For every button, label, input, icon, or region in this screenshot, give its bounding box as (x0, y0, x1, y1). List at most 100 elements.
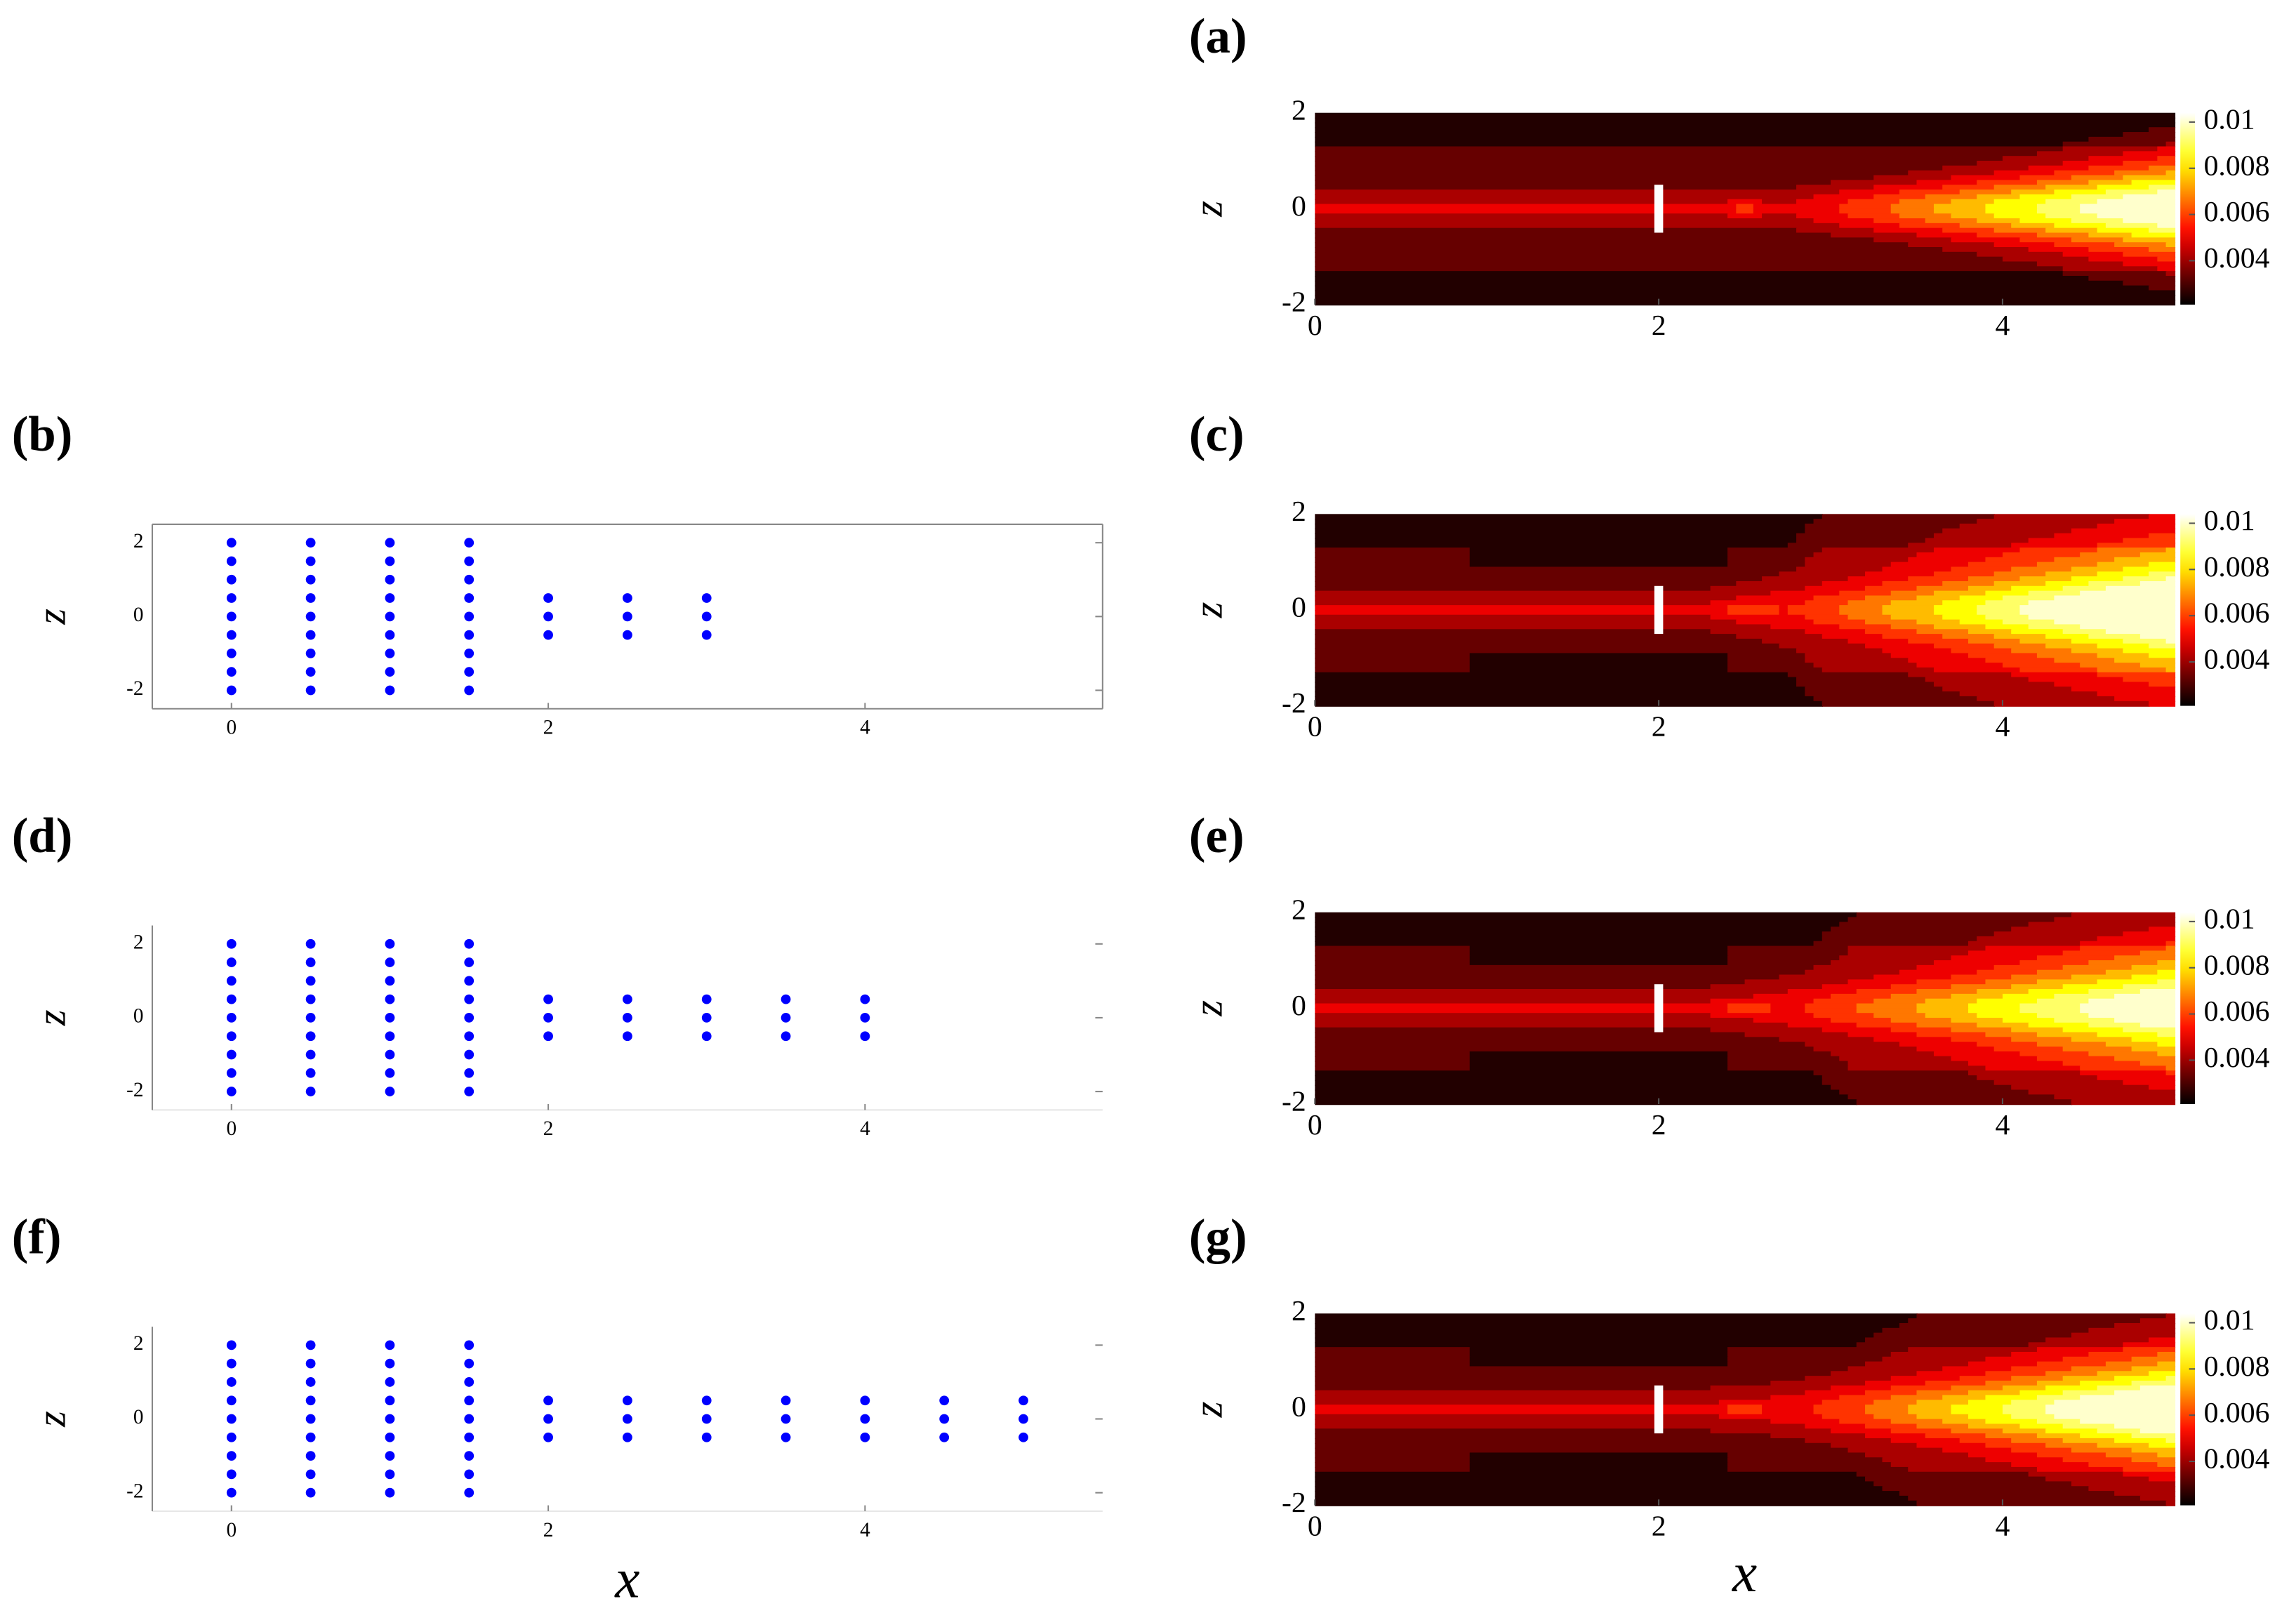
contour-fill (1787, 672, 1909, 678)
contour-fill (2011, 1376, 2064, 1382)
contour-fill (1839, 605, 1883, 611)
contour-fill (1315, 180, 1832, 186)
contour-fill (1796, 185, 1875, 191)
contour-fill (1899, 1491, 2116, 1497)
contour-fill (1796, 538, 1926, 544)
point (385, 685, 395, 696)
contour-fill (1315, 261, 2038, 267)
contour-fill (1821, 701, 1995, 707)
contour-fill (1315, 1462, 1471, 1468)
contour-fill (1315, 1433, 1772, 1440)
contour-fill (2080, 1008, 2176, 1014)
contour-fill (2131, 1380, 2176, 1387)
point (939, 1395, 950, 1406)
contour-fill (2045, 199, 2098, 205)
contour-fill (1873, 218, 1926, 225)
contour-fill (1315, 256, 2004, 263)
contour-fill (1985, 1356, 2064, 1362)
contour-fill (1315, 1361, 1471, 1367)
point (623, 994, 632, 1004)
contour-fill (1865, 595, 1918, 602)
contour-fill (1942, 686, 2073, 693)
contour-fill (1805, 686, 1944, 693)
contour-fill (2139, 950, 2176, 957)
contour-fill (2149, 701, 2176, 707)
contour-fill (1908, 557, 1986, 563)
contour-fill (1315, 1438, 1806, 1445)
contour-fill (1315, 682, 1798, 688)
contour-fill (1890, 1395, 1944, 1401)
contour-fill (1315, 1481, 1875, 1487)
contour-fill (1967, 1400, 2012, 1406)
point (385, 976, 395, 986)
contour-fill (1805, 658, 1909, 664)
contour-fill (2149, 653, 2176, 659)
contour-fill (1865, 1361, 1970, 1367)
colorbar-tick-label: 0.006 (2204, 196, 2270, 228)
contour-fill (2011, 629, 2064, 635)
contour-fill (1951, 1056, 2038, 1062)
contour-fill (2131, 1356, 2176, 1362)
contour-fill (1967, 1008, 2021, 1014)
point (939, 1414, 950, 1424)
contour-fill (1873, 998, 1926, 1004)
contour-fill (2157, 1042, 2176, 1048)
point (623, 1432, 632, 1442)
contour-fill (1951, 1409, 2004, 1416)
contour-fill (1985, 1371, 2047, 1377)
contour-fill (2028, 677, 2124, 683)
contour-fill (1718, 1400, 1824, 1406)
contour-fill (1977, 519, 2116, 525)
contour-fill (2019, 1423, 2064, 1430)
contour-fill (1873, 194, 1926, 200)
contour-fill (1805, 523, 1960, 530)
contour-fill (1890, 1428, 1952, 1435)
contour-fill (1821, 547, 1935, 554)
panel (1315, 912, 2176, 1106)
contour-fill (1933, 533, 2055, 539)
contour-fill (2123, 1342, 2176, 1348)
contour-fill (2054, 242, 2116, 248)
y-tick-label: 0 (1292, 190, 1306, 223)
point (860, 1395, 870, 1406)
contour-fill (2071, 974, 2132, 981)
x-tick-label: 4 (860, 717, 870, 739)
contour-fill (1779, 571, 1866, 578)
point (385, 957, 395, 967)
contour-fill (2097, 1442, 2150, 1449)
contour-fill (2011, 984, 2064, 990)
contour-fill (1865, 619, 1918, 625)
panel (226, 938, 870, 1096)
colorbar-tick-label: 0.008 (2204, 150, 2270, 182)
contour-fill (1315, 580, 1737, 588)
contour-fill (1315, 1495, 1909, 1502)
contour-fill (1985, 1442, 2047, 1449)
contour-fill (2019, 960, 2090, 967)
x-tick-label: 4 (1996, 1511, 2010, 1543)
contour-fill (1967, 1361, 2038, 1367)
contour-fill (1779, 609, 1789, 616)
contour-fill (1831, 1018, 1892, 1024)
contour-fill (1762, 1405, 1814, 1411)
contour-fill (1847, 614, 1892, 620)
point (781, 1414, 791, 1424)
contour-fill (1839, 624, 1892, 630)
contour-fill (1951, 199, 1995, 205)
contour-fill (1821, 931, 1995, 938)
contour-fill (1916, 1414, 1970, 1420)
contour-fill (1315, 955, 1471, 962)
contour-fill (1993, 1080, 2124, 1086)
contour-fill (1985, 1419, 2038, 1425)
contour-fill (1847, 199, 1901, 205)
point (305, 938, 316, 949)
contour-fill (1315, 175, 1875, 181)
contour-fill (1873, 175, 1952, 181)
contour-fill (2028, 922, 2176, 928)
contour-fill (1315, 185, 1798, 191)
contour-fill (1736, 204, 1755, 210)
contour-fill (2045, 1442, 2098, 1449)
contour-fill (1882, 1356, 1986, 1362)
contour-fill (1942, 1419, 1986, 1425)
contour-fill (1821, 1400, 1875, 1406)
contour-fill (1805, 600, 1849, 606)
